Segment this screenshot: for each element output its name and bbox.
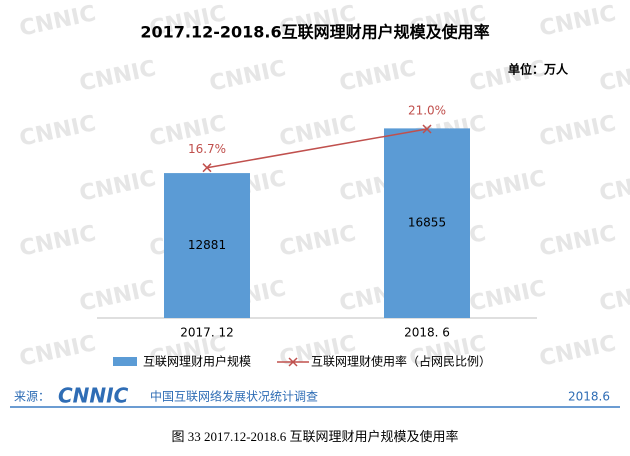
figure-caption: 图 33 2017.12-2018.6 互联网理财用户规模及使用率	[171, 429, 458, 444]
bar-value-label: 16855	[408, 216, 446, 230]
watermark: CNNIC	[537, 1, 618, 42]
watermark: CNNIC	[277, 221, 358, 262]
line-value-label: 21.0%	[408, 104, 446, 118]
watermark: CNNIC	[77, 56, 158, 97]
watermark: CNNIC	[467, 166, 548, 207]
watermark: CNNIC	[537, 221, 618, 262]
legend-swatch	[113, 357, 137, 366]
bar	[164, 173, 250, 318]
watermark: CNNIC	[17, 1, 98, 42]
legend-label: 互联网理财使用率（占网民比例）	[311, 354, 491, 369]
watermark: CNNIC	[17, 221, 98, 262]
watermark: CNNIC	[17, 111, 98, 152]
watermark: CNNIC	[17, 331, 98, 372]
watermark: CNNIC	[537, 331, 618, 372]
legend-label: 互联网理财用户规模	[143, 354, 251, 369]
line	[206, 128, 428, 169]
unit-label: 单位：万人	[508, 62, 569, 77]
bar-value-label: 12881	[188, 238, 226, 252]
legend-marker	[288, 357, 298, 367]
line-marker	[422, 124, 432, 134]
x-tick-label: 2017. 12	[180, 326, 233, 340]
x-tick-label: 2018. 6	[404, 326, 450, 340]
watermark: CNNIC	[77, 276, 158, 317]
watermark: CNNIC	[597, 56, 630, 97]
watermark: CNNIC	[597, 166, 630, 207]
survey-name: 中国互联网络发展状况统计调查	[150, 389, 318, 404]
report-date: 2018.6	[568, 390, 610, 404]
chart-title: 2017.12-2018.6互联网理财用户规模及使用率	[140, 23, 489, 42]
logo: CNNIC	[58, 384, 129, 408]
source-label: 来源：	[14, 390, 50, 404]
line-value-label: 16.7%	[188, 142, 226, 156]
line-marker	[202, 163, 212, 173]
watermark: CNNIC	[207, 56, 288, 97]
watermark: CNNIC	[467, 276, 548, 317]
watermark: CNNIC	[337, 56, 418, 97]
watermark: CNNIC	[77, 166, 158, 207]
bar	[384, 128, 470, 318]
watermark: CNNIC	[277, 111, 358, 152]
watermark: CNNIC	[537, 111, 618, 152]
watermark: CNNIC	[597, 276, 630, 317]
